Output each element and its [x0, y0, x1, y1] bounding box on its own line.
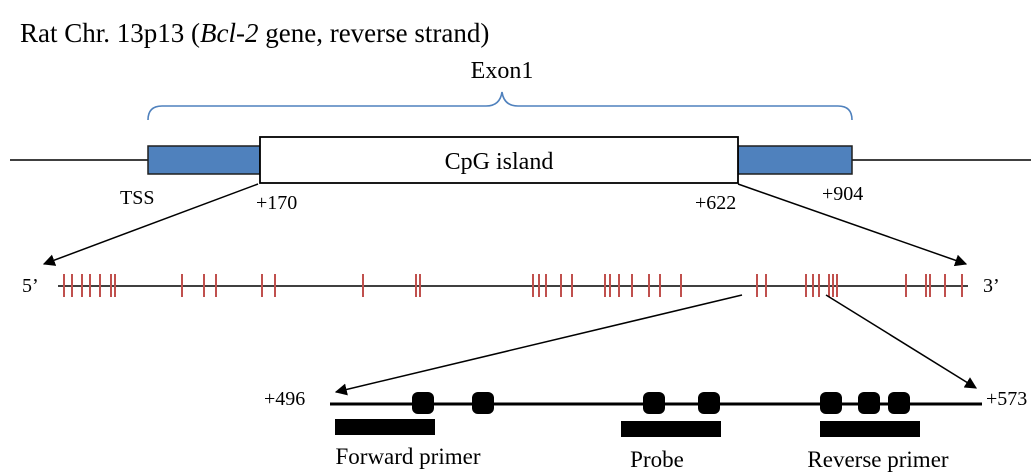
zoom-arrow-right: [737, 183, 968, 267]
reverse-primer-label: Reverse primer: [807, 447, 948, 472]
cpg-end-label: +622: [695, 192, 736, 214]
zoom-arrow-left: [42, 183, 259, 266]
tss-label: TSS: [120, 187, 154, 209]
reverse-primer-bar: [820, 421, 920, 437]
cpg-island-box: [259, 136, 739, 184]
amplicon-cpg-site: [412, 392, 434, 414]
forward-primer-label: Forward primer: [336, 444, 481, 469]
five-prime-label: 5’: [22, 275, 39, 297]
probe-label: Probe: [630, 447, 684, 472]
cpg-sites: [63, 274, 963, 297]
amplicon-end-label: +573: [986, 388, 1027, 410]
amplicon-cpg-site: [643, 392, 665, 414]
probe-bar: [621, 421, 721, 437]
exon-box-left: [147, 145, 261, 175]
exon-end-label: +904: [822, 183, 863, 205]
amplicon-cpg-site: [472, 392, 494, 414]
amplicon-arrow-left: [334, 294, 743, 396]
exon-bracket: [147, 91, 853, 121]
amplicon-cpg-site: [858, 392, 880, 414]
three-prime-label: 3’: [983, 275, 1000, 297]
cpg-island-label: CpG island: [445, 149, 554, 175]
amplicon-cpg-site: [820, 392, 842, 414]
exon-box-right: [737, 145, 853, 175]
cpg-start-label: +170: [256, 192, 297, 214]
forward-primer-bar: [335, 419, 435, 435]
amplicon-cpg-site: [698, 392, 720, 414]
exon-label: Exon1: [471, 58, 534, 84]
amplicon-cpg-site: [888, 392, 910, 414]
amplicon-start-label: +496: [264, 388, 305, 410]
diagram-title: Rat Chr. 13p13 (Bcl-2 gene, reverse stra…: [20, 18, 489, 48]
amplicon-arrow-right: [825, 294, 978, 389]
